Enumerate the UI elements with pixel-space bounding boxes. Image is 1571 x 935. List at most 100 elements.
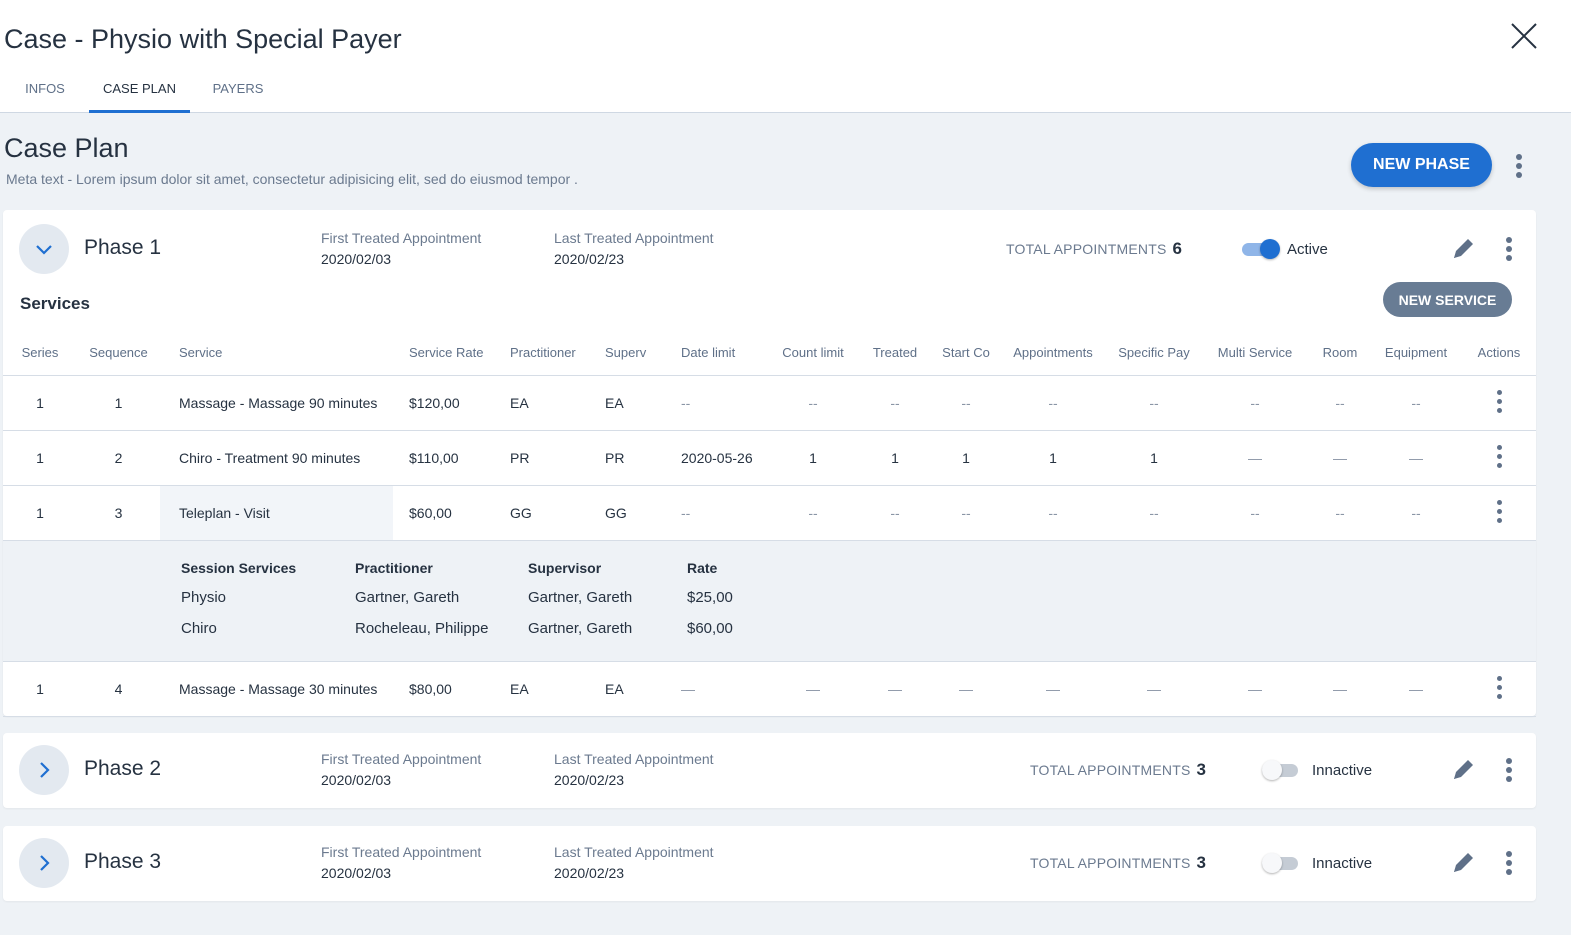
column-header: Date limit xyxy=(665,330,770,376)
row-more-icon[interactable] xyxy=(1489,444,1509,468)
row-more-icon[interactable] xyxy=(1489,499,1509,523)
first-appointment-label: First Treated Appointment xyxy=(321,844,482,860)
active-toggle[interactable] xyxy=(1262,853,1300,873)
phase-name: Phase 3 xyxy=(84,850,162,873)
table-row[interactable]: 1 4 Massage - Massage 30 minutes $80,00 EA EA… xyxy=(3,661,1536,717)
phase-more-icon[interactable] xyxy=(1499,849,1519,877)
last-appointment-label: Last Treated Appointment xyxy=(554,751,714,767)
new-service-button[interactable]: NEW SERVICE xyxy=(1383,282,1512,317)
session-cell: Gartner, Gareth xyxy=(528,588,633,606)
table-cell: 1 xyxy=(770,430,856,486)
table-cell: — xyxy=(998,661,1108,717)
tab-case-plan[interactable]: CASE PLAN xyxy=(89,81,190,113)
active-toggle[interactable] xyxy=(1262,760,1300,780)
table-cell: PR xyxy=(494,430,589,486)
table-cell: — xyxy=(770,661,856,717)
edit-pencil-icon[interactable] xyxy=(1450,757,1476,783)
meta-text: Meta text - Lorem ipsum dolor sit amet, … xyxy=(6,171,578,187)
table-cell: -- xyxy=(998,375,1108,431)
table-cell: -- xyxy=(1108,375,1200,431)
edit-pencil-icon[interactable] xyxy=(1450,236,1476,262)
session-cell: Gartner, Gareth xyxy=(355,588,460,606)
column-header: Equipment xyxy=(1370,330,1462,376)
chevron-right-icon[interactable] xyxy=(19,745,69,795)
session-cell: Physio xyxy=(181,588,227,606)
table-cell: -- xyxy=(1370,485,1462,541)
table-row[interactable]: 1 3 Teleplan - Visit $60,00 GG GG -- -- -- -- -- --… xyxy=(3,485,1536,541)
actions-cell xyxy=(1462,430,1536,486)
table-cell: — xyxy=(1370,661,1462,717)
table-cell: $60,00 xyxy=(393,485,494,541)
table-cell: -- xyxy=(770,485,856,541)
chevron-down-icon[interactable] xyxy=(19,224,69,274)
row-more-icon[interactable] xyxy=(1489,389,1509,413)
table-cell: -- xyxy=(665,485,770,541)
close-icon[interactable] xyxy=(1508,20,1540,52)
column-header: Sequence xyxy=(77,330,160,376)
phase-more-icon[interactable] xyxy=(1499,235,1519,263)
table-cell: 1 xyxy=(856,430,934,486)
tab-payers[interactable]: PAYERS xyxy=(212,81,264,96)
table-cell: $120,00 xyxy=(393,375,494,431)
table-cell: 1 xyxy=(998,430,1108,486)
table-cell: — xyxy=(1200,430,1310,486)
column-header: Practitioner xyxy=(494,330,589,376)
table-cell: -- xyxy=(998,485,1108,541)
table-cell: — xyxy=(1200,661,1310,717)
table-row[interactable]: 1 1 Massage - Massage 90 minutes $120,00 EA E… xyxy=(3,375,1536,431)
new-phase-button[interactable]: NEW PHASE xyxy=(1351,143,1492,187)
table-cell: 1 xyxy=(3,430,77,486)
last-appointment-label: Last Treated Appointment xyxy=(554,230,714,246)
table-row[interactable]: 1 2 Chiro - Treatment 90 minutes $110,00 PR P… xyxy=(3,430,1536,486)
table-cell: — xyxy=(1370,430,1462,486)
session-cell: $25,00 xyxy=(687,588,733,606)
phase-card: Phase 1 First Treated Appointment 2020/0… xyxy=(3,210,1536,717)
status-label: Innactive xyxy=(1312,855,1373,872)
status-label: Innactive xyxy=(1312,762,1373,779)
table-cell: 2020-05-26 xyxy=(665,430,770,486)
table-cell: $80,00 xyxy=(393,661,494,717)
last-appointment-label: Last Treated Appointment xyxy=(554,844,714,860)
table-cell: — xyxy=(1108,661,1200,717)
active-toggle[interactable] xyxy=(1242,239,1280,259)
total-appointments: TOTAL APPOINTMENTS 3 xyxy=(1030,760,1206,780)
session-cell: Chiro xyxy=(181,619,217,637)
row-more-icon[interactable] xyxy=(1489,675,1509,699)
page-more-icon[interactable] xyxy=(1509,152,1529,180)
page-title: Case Plan xyxy=(4,133,129,163)
first-appointment-value: 2020/02/03 xyxy=(321,865,392,881)
phase-more-icon[interactable] xyxy=(1499,756,1519,784)
last-appointment-value: 2020/02/23 xyxy=(554,865,625,881)
table-cell: 1 xyxy=(934,430,998,486)
column-header: Start Co xyxy=(934,330,998,376)
table-cell: EA xyxy=(589,661,665,717)
actions-cell xyxy=(1462,661,1536,717)
table-cell: 2 xyxy=(77,430,160,486)
services-table: Series Sequence Service Service Rate Practit… xyxy=(3,330,1536,717)
table-cell: -- xyxy=(934,485,998,541)
session-column-header: Practitioner xyxy=(355,559,433,576)
column-header: Treated xyxy=(856,330,934,376)
table-cell: -- xyxy=(1310,485,1370,541)
table-cell: -- xyxy=(1200,375,1310,431)
session-column-header: Rate xyxy=(687,559,718,576)
total-appointments-label: TOTAL APPOINTMENTS xyxy=(1030,855,1191,871)
table-cell: — xyxy=(665,661,770,717)
table-cell: EA xyxy=(589,375,665,431)
column-header: Superv xyxy=(589,330,665,376)
table-cell: -- xyxy=(665,375,770,431)
column-header: Service xyxy=(160,330,393,376)
table-cell: — xyxy=(1310,661,1370,717)
column-header: Service Rate xyxy=(393,330,494,376)
services-heading: Services xyxy=(20,294,90,313)
edit-pencil-icon[interactable] xyxy=(1450,850,1476,876)
total-appointments-value: 3 xyxy=(1196,853,1207,872)
tab-infos[interactable]: INFOS xyxy=(25,81,65,96)
column-header: Count limit xyxy=(770,330,856,376)
total-appointments-label: TOTAL APPOINTMENTS xyxy=(1006,241,1167,257)
table-cell: Massage - Massage 90 minutes xyxy=(160,375,393,431)
chevron-right-icon[interactable] xyxy=(19,838,69,888)
table-cell: $110,00 xyxy=(393,430,494,486)
table-cell: — xyxy=(856,661,934,717)
column-header: Specific Pay xyxy=(1108,330,1200,376)
